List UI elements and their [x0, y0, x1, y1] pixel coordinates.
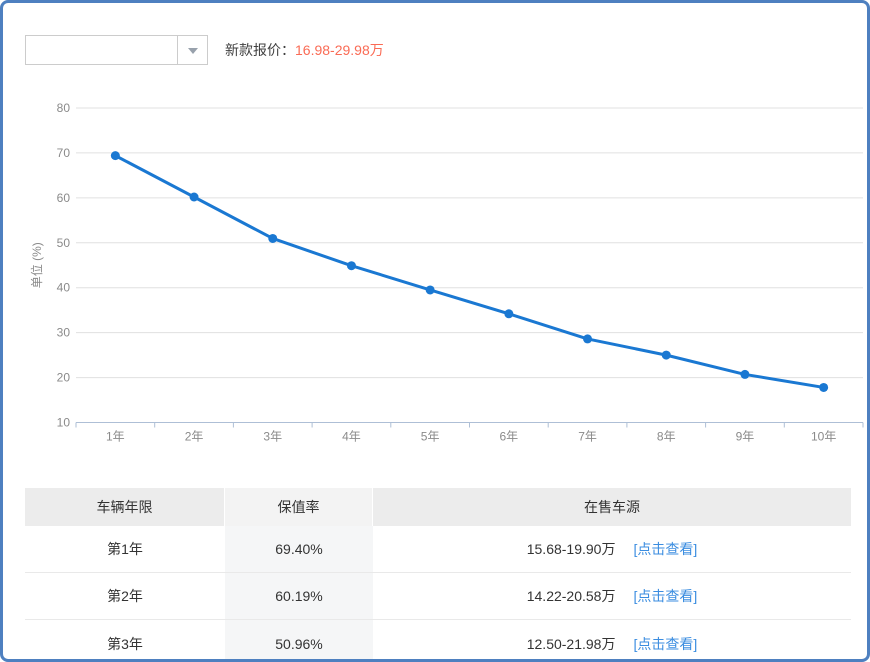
x-tick-label: 6年 — [500, 430, 519, 444]
model-select[interactable] — [25, 35, 208, 65]
x-tick-label: 8年 — [657, 430, 676, 444]
x-tick-label: 1年 — [106, 430, 125, 444]
x-tick-label: 2年 — [185, 430, 204, 444]
data-point[interactable] — [268, 233, 278, 243]
y-tick-label: 10 — [57, 416, 71, 430]
chevron-down-icon — [187, 47, 198, 59]
cell-vehicle-age: 第2年 — [107, 588, 143, 604]
table-body: 第1年 69.40% 15.68-19.90万 [点击查看] 第2年 60.19% 14.2… — [25, 526, 851, 659]
price-range: 12.50-21.98万 — [526, 635, 616, 652]
cell-retention-rate: 50.96% — [225, 620, 373, 659]
y-tick-label: 50 — [57, 236, 71, 250]
retention-rate-chart: 10 20 30 40 50 60 70 80 1年 2年 3年 4年 5年 6年 7年 8年 9年 10年 单位 … — [3, 88, 867, 458]
cell-cars-for-sale: 15.68-19.90万 [点击查看] — [373, 526, 851, 572]
cell-retention-rate: 60.19% — [225, 573, 373, 619]
y-tick-label: 60 — [57, 191, 71, 205]
data-point[interactable] — [740, 369, 750, 379]
view-listings-link[interactable]: [点击查看] — [633, 588, 698, 604]
model-select-arrow-box[interactable] — [177, 36, 207, 64]
data-point[interactable] — [504, 309, 514, 319]
x-tick-label: 4年 — [342, 430, 361, 444]
data-point[interactable] — [189, 192, 199, 202]
cell-vehicle-age: 第1年 — [107, 541, 143, 557]
data-point[interactable] — [583, 334, 593, 344]
data-point[interactable] — [661, 350, 671, 360]
line-series — [113, 154, 826, 389]
price-range: 14.22-20.58万 — [526, 588, 616, 604]
data-point[interactable] — [819, 382, 829, 392]
table-header-row: 车辆年限 保值率 在售车源 — [25, 488, 851, 526]
table-header-cars-for-sale: 在售车源 — [373, 488, 851, 526]
x-tick-label: 3年 — [263, 430, 282, 444]
x-tick-label: 5年 — [421, 430, 440, 444]
cell-cars-for-sale: 14.22-20.58万 [点击查看] — [373, 573, 851, 619]
table-row: 第3年 50.96% 12.50-21.98万 [点击查看] — [25, 620, 851, 659]
table-header-vehicle-age: 车辆年限 — [25, 488, 225, 526]
price-range: 15.68-19.90万 — [526, 541, 616, 557]
y-tick-label: 70 — [57, 146, 71, 160]
y-tick-label: 30 — [57, 326, 71, 340]
view-listings-link[interactable]: [点击查看] — [633, 541, 698, 557]
data-point[interactable] — [110, 151, 120, 161]
x-tick-label: 9年 — [736, 430, 755, 444]
cell-vehicle-age: 第3年 — [107, 635, 143, 652]
table-row: 第1年 69.40% 15.68-19.90万 [点击查看] — [25, 526, 851, 573]
new-model-price: 新款报价：16.98-29.98万 — [225, 40, 384, 60]
toolbar: 新款报价：16.98-29.98万 — [25, 35, 384, 65]
data-point[interactable] — [346, 261, 356, 271]
model-select-value — [26, 36, 177, 64]
y-tick-label: 40 — [57, 281, 71, 295]
y-tick-label: 80 — [57, 101, 71, 115]
x-tick-label: 10年 — [811, 430, 836, 444]
cell-retention-rate: 69.40% — [225, 526, 373, 572]
view-listings-link[interactable]: [点击查看] — [633, 635, 698, 652]
new-model-price-label: 新款报价： — [225, 42, 295, 58]
data-point[interactable] — [425, 285, 435, 295]
y-axis-title: 单位 (%) — [29, 242, 44, 288]
table-header-retention-rate: 保值率 — [225, 488, 373, 526]
new-model-price-value: 16.98-29.98万 — [295, 42, 384, 58]
retention-table: 车辆年限 保值率 在售车源 第1年 69.40% 15.68-19.90万 [点击查看… — [25, 488, 851, 659]
table-row: 第2年 60.19% 14.22-20.58万 [点击查看] — [25, 573, 851, 620]
cell-cars-for-sale: 12.50-21.98万 [点击查看] — [373, 620, 851, 659]
line-chart-svg: 10 20 30 40 50 60 70 80 1年 2年 3年 4年 5年 6年 7年 8年 9年 10年 单位 … — [29, 101, 864, 444]
x-tick-label: 7年 — [578, 430, 597, 444]
y-tick-label: 20 — [57, 371, 71, 385]
